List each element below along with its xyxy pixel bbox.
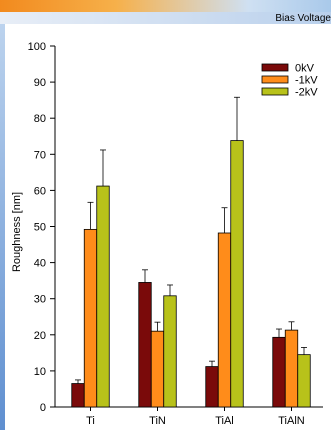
legend-label--1kV: -1kV: [295, 75, 318, 87]
bar-0kV-TiN: [138, 282, 152, 408]
x-tick-label: TiAl: [215, 415, 234, 427]
left-decorative-stripe: [0, 24, 5, 430]
y-tick-label: 50: [34, 222, 46, 234]
slide-caption: Bias Voltage: [275, 13, 331, 24]
bar--2kV-TiAl: [230, 140, 244, 408]
legend-label-0kV: 0kV: [295, 63, 315, 75]
top-decorative-band: [0, 0, 331, 12]
y-tick-label: 0: [40, 402, 46, 414]
y-tick-label: 40: [34, 258, 46, 270]
legend-swatch--2kV: [261, 87, 289, 96]
y-tick-label: 100: [28, 41, 46, 53]
bar-series: [71, 140, 311, 408]
y-tick-label: 90: [34, 77, 46, 89]
bar--2kV-TiN: [163, 295, 177, 408]
caption-bar: [0, 12, 331, 24]
y-tick-label: 60: [34, 185, 46, 197]
y-axis-label: Roughness [nm]: [11, 192, 23, 272]
bar--2kV-TiAlN: [297, 354, 311, 408]
legend-label--2kV: -2kV: [295, 87, 318, 99]
y-tick-label: 30: [34, 294, 46, 306]
bar--2kV-Ti: [96, 185, 110, 408]
y-tick-label: 70: [34, 149, 46, 161]
axes: 0 10 20 30 40 50 60 70 80 90 100 Ti TiN TiAl TiAlN: [28, 41, 323, 427]
bar--1kV-TiAl: [217, 232, 232, 408]
roughness-bar-chart: 0 10 20 30 40 50 60 70 80 90 100 Ti TiN TiAl TiAlN 0kV…: [11, 41, 323, 427]
bar--1kV-TiAlN: [284, 329, 299, 408]
x-tick-label: TiN: [149, 415, 166, 427]
bar-0kV-TiAl: [205, 366, 219, 408]
bar-0kV-TiAlN: [272, 336, 286, 408]
bar--1kV-Ti: [83, 228, 98, 408]
x-tick-label: TiAlN: [278, 415, 305, 427]
legend-swatch-0kV: [261, 63, 289, 72]
bar--1kV-TiN: [150, 330, 165, 408]
x-tick-label: Ti: [86, 415, 95, 427]
chart-panel: 0 10 20 30 40 50 60 70 80 90 100 Ti TiN TiAl TiAlN 0kV…: [5, 24, 331, 430]
error-bars: [75, 96, 307, 384]
legend-swatch--1kV: [261, 75, 289, 84]
y-tick-label: 80: [34, 113, 46, 125]
y-tick-label: 20: [34, 330, 46, 342]
y-tick-label: 10: [34, 366, 46, 378]
bar-0kV-Ti: [71, 383, 85, 408]
legend: 0kV-1kV-2kV: [261, 63, 318, 99]
